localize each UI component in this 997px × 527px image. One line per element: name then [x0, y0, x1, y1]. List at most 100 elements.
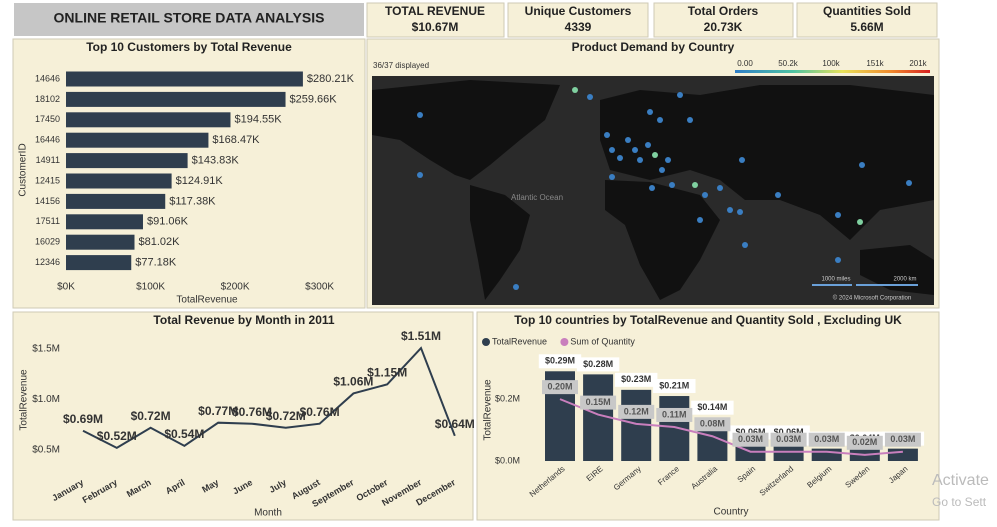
- data-label: $168.47K: [212, 134, 260, 146]
- dashboard-title: ONLINE RETAIL STORE DATA ANALYSIS: [54, 10, 325, 26]
- map-dot: [649, 185, 655, 191]
- label-box: [694, 417, 731, 432]
- y-tick-label: 18102: [35, 94, 60, 104]
- data-label: $1.15M: [367, 366, 407, 380]
- data-label: $0.76M: [300, 405, 340, 419]
- x-axis-title: Country: [713, 507, 748, 518]
- map-dot: [609, 174, 615, 180]
- ocean-label: Atlantic Ocean: [511, 193, 563, 202]
- bar: [66, 91, 286, 107]
- y-tick-label: 14156: [35, 196, 60, 206]
- data-label: $0.54M: [164, 427, 204, 441]
- map-dot: [637, 157, 643, 163]
- data-label: 0.15M: [586, 397, 611, 407]
- chart-title: Total Revenue by Month in 2011: [153, 313, 334, 327]
- data-label: $0.14M: [697, 402, 727, 412]
- x-tick-label: $300K: [305, 282, 334, 293]
- label-box: [846, 435, 883, 450]
- map-dot: [717, 185, 723, 191]
- bar: [66, 214, 143, 230]
- label-box: [732, 432, 769, 447]
- y-tick-label: 16029: [35, 237, 60, 247]
- watermark: Go to Sett: [932, 495, 987, 509]
- watermark: Activate: [932, 472, 989, 489]
- data-label: $0.06M: [735, 427, 765, 437]
- chart-title: Product Demand by Country: [572, 40, 735, 54]
- data-label: $81.02K: [138, 236, 180, 248]
- data-label: $280.21K: [307, 73, 355, 85]
- map: Atlantic Ocean 1000 miles 2000 km © 2024…: [372, 76, 934, 305]
- data-label: $0.21M: [659, 380, 689, 390]
- data-label: 0.08M: [700, 419, 725, 429]
- data-label: $0.23M: [621, 374, 651, 384]
- map-dot: [737, 209, 743, 215]
- label-box: [770, 432, 807, 447]
- label-box: [808, 432, 845, 447]
- legend-label: 0.00: [737, 59, 753, 68]
- data-label: $117.38K: [169, 195, 216, 207]
- legend-label: TotalRevenue: [492, 336, 547, 346]
- map-dot: [572, 87, 578, 93]
- y-axis-title: TotalRevenue: [19, 369, 30, 431]
- scale-label: 2000 km: [893, 277, 916, 283]
- bar: [66, 112, 231, 128]
- map-count: 36/37 displayed: [373, 61, 429, 70]
- map-dot: [632, 147, 638, 153]
- map-dot: [775, 192, 781, 198]
- kpi-card: [796, 2, 938, 38]
- data-label: $259.66K: [290, 93, 338, 105]
- line: [82, 346, 456, 450]
- data-label: $91.06K: [147, 216, 189, 228]
- copyright: © 2024 Microsoft Corporation: [833, 295, 911, 302]
- kpi-card: [507, 2, 649, 38]
- data-label: 0.02M: [852, 437, 877, 447]
- legend-label: 201k: [909, 59, 927, 68]
- data-label: $0.76M: [232, 405, 272, 419]
- y-tick-label: $1.0M: [32, 394, 60, 405]
- legend-gradient: [735, 70, 930, 73]
- kpi-label: Total Orders: [688, 4, 759, 18]
- map-dot: [835, 257, 841, 263]
- map-dot: [727, 207, 733, 213]
- land: [372, 80, 560, 180]
- label-box: [615, 372, 658, 387]
- data-label: $0.64M: [435, 417, 475, 431]
- map-dot: [645, 142, 651, 148]
- kpi-card: [366, 2, 505, 38]
- map-dot: [677, 92, 683, 98]
- title-box: [14, 3, 364, 36]
- line: [559, 398, 903, 456]
- bar: [66, 153, 188, 169]
- y-tick-label: 17450: [35, 114, 60, 124]
- data-label: $0.29M: [545, 356, 575, 366]
- y-tick-label: 16446: [35, 135, 60, 145]
- bar: [66, 193, 166, 209]
- data-label: $0.28M: [583, 359, 613, 369]
- kpi-value: 5.66M: [850, 20, 883, 34]
- x-tick-label: $0K: [57, 282, 75, 293]
- land: [605, 180, 720, 300]
- kpi-value: 20.73K: [704, 20, 743, 34]
- y-axis-title: CustomerID: [18, 143, 29, 196]
- legend-marker: [482, 338, 490, 346]
- y-tick-label: 12346: [35, 257, 60, 267]
- y-tick-label: $0.0M: [495, 455, 520, 465]
- label-box: [618, 404, 655, 419]
- data-label: $0.06M: [774, 427, 804, 437]
- y-tick-label: $1.5M: [32, 344, 60, 355]
- map-dot: [587, 94, 593, 100]
- y-tick-label: 14646: [35, 73, 60, 83]
- kpi-card: [653, 2, 794, 38]
- y-tick-label: $0.2M: [495, 394, 520, 404]
- data-label: 0.20M: [547, 382, 572, 392]
- map-dot: [625, 137, 631, 143]
- map-dot: [657, 117, 663, 123]
- legend-label: Sum of Quantity: [570, 336, 635, 346]
- data-label: 0.03M: [814, 434, 839, 444]
- data-label: $0.69M: [63, 412, 103, 426]
- map-dot: [604, 132, 610, 138]
- label-box: [542, 380, 578, 395]
- bar: [811, 448, 842, 461]
- bar: [66, 71, 303, 87]
- legend-label: 151k: [866, 59, 884, 68]
